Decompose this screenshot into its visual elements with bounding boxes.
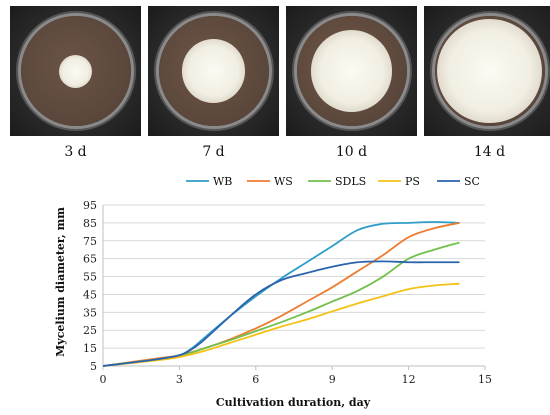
legend-label-sc: SC bbox=[464, 175, 480, 188]
petri-dish bbox=[20, 16, 131, 126]
y-axis-title: Mycelium diameter, mm bbox=[54, 207, 67, 357]
photo-caption-3d: 3 d bbox=[64, 144, 87, 160]
mycelium-colony bbox=[437, 18, 542, 124]
mycelium-colony bbox=[59, 54, 92, 88]
y-tick-label: 85 bbox=[83, 217, 97, 230]
culture-photo-7d bbox=[148, 6, 279, 136]
mycelium-colony bbox=[181, 39, 246, 103]
petri-dish bbox=[296, 16, 407, 126]
x-tick-label: 12 bbox=[402, 373, 416, 386]
culture-photo-14d bbox=[424, 6, 550, 136]
x-tick-label: 9 bbox=[329, 373, 336, 386]
series-line-ps bbox=[102, 282, 460, 367]
y-tick-label: 5 bbox=[90, 360, 97, 373]
petri-dish bbox=[158, 16, 269, 126]
legend-label-sdls: SDLS bbox=[335, 175, 366, 188]
photo-caption-14d: 14 d bbox=[473, 144, 506, 160]
mycelium-colony bbox=[310, 30, 393, 112]
y-tick-label: 45 bbox=[83, 288, 97, 301]
petri-dish bbox=[434, 16, 545, 126]
legend-label-wb: WB bbox=[213, 175, 232, 188]
culture-photo-10d bbox=[286, 6, 417, 136]
x-tick-label: 3 bbox=[176, 373, 183, 386]
y-tick-label: 35 bbox=[83, 306, 97, 319]
series-lines bbox=[102, 221, 460, 367]
y-tick-label: 95 bbox=[83, 199, 97, 212]
photo-row: 3 d 7 d 10 d 14 d bbox=[0, 0, 550, 170]
legend-label-ps: PS bbox=[405, 175, 420, 188]
legend: WB WS SDLS PS SC bbox=[186, 175, 480, 188]
x-axis-title: Cultivation duration, day bbox=[216, 396, 371, 409]
x-tick-label: 0 bbox=[100, 373, 107, 386]
y-tick-label: 65 bbox=[83, 253, 97, 266]
series-line-sc bbox=[102, 260, 460, 367]
y-tick-label: 15 bbox=[83, 342, 97, 355]
photo-caption-10d: 10 d bbox=[335, 144, 368, 160]
legend-label-ws: WS bbox=[274, 175, 293, 188]
x-tick-label: 15 bbox=[478, 373, 492, 386]
photo-caption-7d: 7 d bbox=[202, 144, 225, 160]
y-tick-label: 25 bbox=[83, 324, 97, 337]
y-tick-label: 55 bbox=[83, 271, 97, 284]
series-line-sdls bbox=[102, 241, 460, 367]
growth-line-chart: 5 15 25 35 45 55 65 75 85 95 0 3 6 9 12 15 WB WS SDLS PS SC… bbox=[54, 175, 492, 409]
y-tick-label: 75 bbox=[83, 235, 97, 248]
x-tick-label: 6 bbox=[252, 373, 259, 386]
axes: 5 15 25 35 45 55 65 75 85 95 0 3 6 9 12 15 bbox=[83, 199, 492, 386]
culture-photo-3d bbox=[10, 6, 141, 136]
